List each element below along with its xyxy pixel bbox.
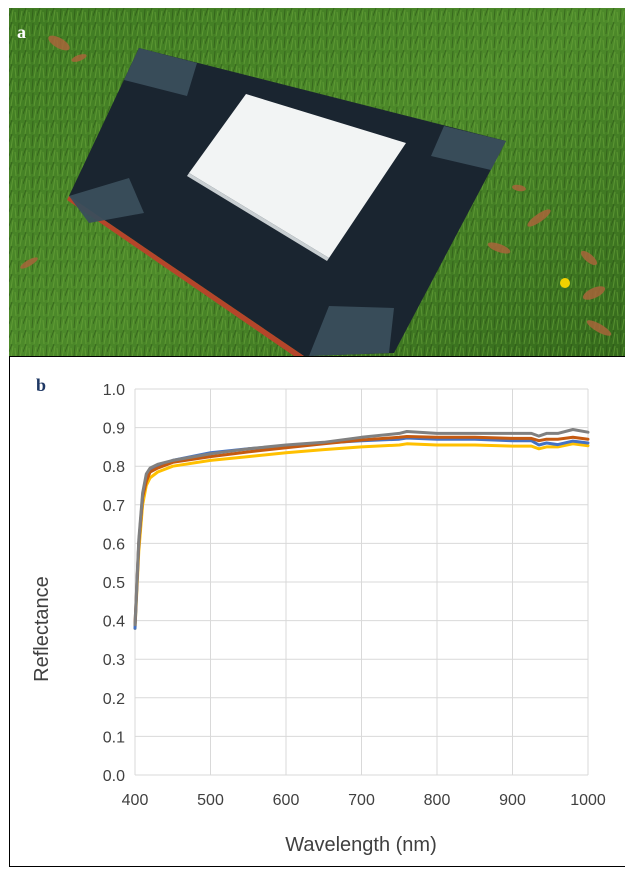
series-line-4 — [133, 428, 590, 626]
y-tick-label: 0.6 — [103, 536, 125, 553]
x-axis-label: Wavelength (nm) — [285, 834, 437, 856]
y-tick-label: 0.4 — [103, 614, 125, 631]
tape-corners — [69, 48, 506, 356]
y-tick-label: 0.9 — [103, 421, 125, 438]
white-panel-shade — [187, 173, 329, 261]
x-tick-label: 700 — [348, 792, 375, 809]
photo-panel: a — [9, 8, 625, 356]
y-tick-label: 0.7 — [103, 498, 125, 515]
panel-label-a: a — [17, 22, 26, 42]
yellow-flower — [560, 278, 570, 288]
y-tick-labels: 0.0 0.1 0.2 0.3 0.4 0.5 0.6 0.7 0.8 0.9 1.0 — [103, 382, 125, 785]
reflectance-chart: 0.0 0.1 0.2 0.3 0.4 0.5 0.6 0.7 0.8 0.9 1.0 400 500… — [31, 382, 606, 856]
series-line-3 — [133, 435, 590, 626]
y-tick-label: 1.0 — [103, 382, 125, 399]
x-tick-label: 900 — [499, 792, 526, 809]
y-tick-label: 0.3 — [103, 652, 125, 669]
y-tick-label: 0.5 — [103, 575, 125, 592]
reference-panel-photo — [9, 8, 625, 356]
y-tick-label: 0.2 — [103, 691, 125, 708]
y-axis-label: Reflectance — [31, 576, 53, 682]
x-tick-label: 500 — [197, 792, 224, 809]
x-tick-label: 600 — [273, 792, 300, 809]
y-tick-label: 0.0 — [103, 768, 125, 785]
y-tick-label: 0.1 — [103, 729, 125, 746]
board-edge — [67, 196, 304, 356]
x-tick-labels: 400 500 600 700 800 900 1000 — [122, 792, 606, 809]
chart-series — [133, 428, 590, 630]
x-tick-label: 400 — [122, 792, 149, 809]
dry-leaves — [20, 35, 612, 336]
x-tick-label: 1000 — [570, 792, 606, 809]
chart-panel: b 0.0 0.1 0.2 0.3 0.4 0.5 0.6 0.7 0.8 0.9 1.0 400 5… — [9, 356, 625, 867]
series-line-1 — [133, 442, 590, 630]
white-reference-panel — [189, 94, 406, 258]
panel-label-b: b — [36, 375, 47, 395]
y-tick-label: 0.8 — [103, 459, 125, 476]
x-tick-label: 800 — [424, 792, 451, 809]
